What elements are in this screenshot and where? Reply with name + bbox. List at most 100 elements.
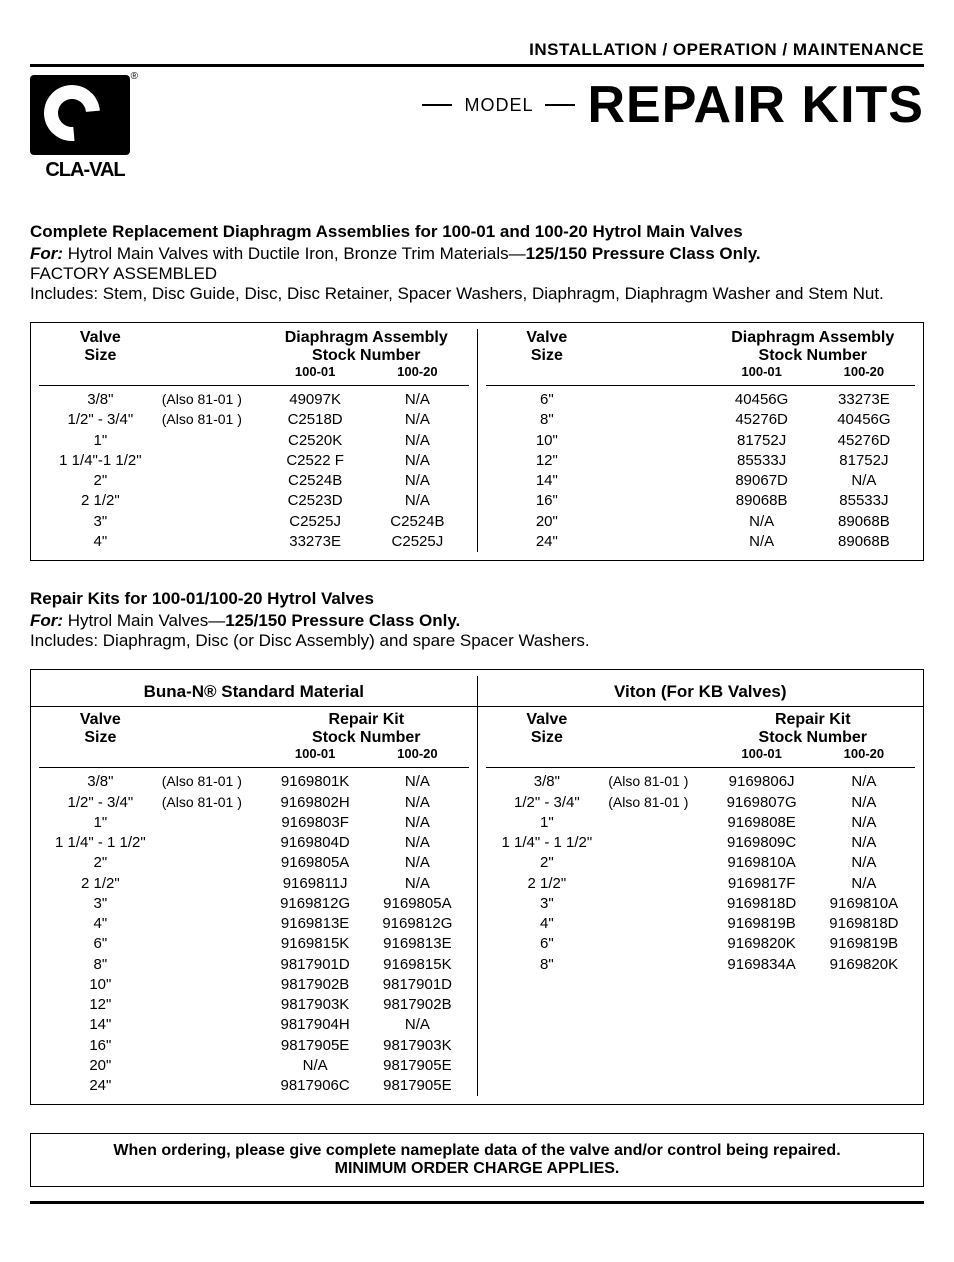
cell-note: [162, 853, 264, 873]
table-row: 14"89067DN/A: [486, 471, 916, 491]
cell-note: [608, 833, 710, 853]
col-valve: ValveSize: [39, 711, 162, 746]
cell-10020: N/A: [366, 793, 468, 813]
cell-note: [162, 1015, 264, 1035]
cell-note: [162, 934, 264, 954]
cell-note: [162, 1076, 264, 1096]
cell-10001: 9169807G: [710, 793, 812, 813]
cell-10020: 9169805A: [366, 894, 468, 914]
section1-heading: Complete Replacement Diaphragm Assemblie…: [30, 222, 924, 242]
cell-size: 1/2" - 3/4": [39, 793, 162, 813]
table-row: 14"9817904HN/A: [39, 1015, 469, 1035]
table-row: 1/2" - 3/4"(Also 81-01 )9169807GN/A: [486, 793, 916, 813]
table-row: 16"9817905E9817903K: [39, 1036, 469, 1056]
table-row: 3"9169818D9169810A: [486, 894, 916, 914]
cell-note: [608, 471, 710, 491]
cell-10020: 9169819B: [813, 934, 915, 954]
order-note: When ordering, please give complete name…: [30, 1133, 924, 1187]
cell-size: 4": [39, 532, 162, 552]
cell-note: [608, 532, 710, 552]
cell-10020: N/A: [366, 772, 468, 792]
cell-note: [608, 914, 710, 934]
cell-note: [608, 410, 710, 430]
cell-note: [162, 532, 264, 552]
cell-10001: 33273E: [264, 532, 366, 552]
cell-10001: 81752J: [710, 431, 812, 451]
cell-size: 1": [486, 813, 609, 833]
material-right: Viton (For KB Valves): [478, 676, 924, 706]
cell-size: 10": [39, 975, 162, 995]
for-label: For:: [30, 611, 63, 630]
cell-10001: 49097K: [264, 390, 366, 410]
cell-10020: 9169813E: [366, 934, 468, 954]
for-label: For:: [30, 244, 63, 263]
cell-10001: 9169811J: [264, 874, 366, 894]
cell-size: 16": [486, 491, 609, 511]
table-row: 1"C2520KN/A: [39, 431, 469, 451]
col-valve: ValveSize: [486, 329, 609, 364]
cell-note: [162, 914, 264, 934]
cell-10020: 81752J: [813, 451, 915, 471]
cell-10001: C2524B: [264, 471, 366, 491]
cell-10001: 9169813E: [264, 914, 366, 934]
logo: ® CLA-VAL: [30, 75, 140, 182]
cell-10020: N/A: [366, 853, 468, 873]
cell-size: 3": [39, 512, 162, 532]
cell-size: 14": [486, 471, 609, 491]
cell-10001: 40456G: [710, 390, 812, 410]
cell-10001: C2522 F: [264, 451, 366, 471]
cell-note: (Also 81-01 ): [162, 793, 264, 813]
table-row: 10"9817902B9817901D: [39, 975, 469, 995]
cell-10001: 9169817F: [710, 874, 812, 894]
cell-10020: 33273E: [813, 390, 915, 410]
cell-note: [608, 955, 710, 975]
cell-size: 12": [39, 995, 162, 1015]
cell-10020: N/A: [366, 1015, 468, 1035]
cell-size: 4": [486, 914, 609, 934]
cell-10001: 9169812G: [264, 894, 366, 914]
table-row: 1 1/4" - 1 1/2"9169809CN/A: [486, 833, 916, 853]
cell-size: 1/2" - 3/4": [486, 793, 609, 813]
cell-10001: 9169805A: [264, 853, 366, 873]
cell-10020: 9817905E: [366, 1076, 468, 1096]
cell-size: 1 1/4"-1 1/2": [39, 451, 162, 471]
section1-includes: Includes: Stem, Disc Guide, Disc, Disc R…: [30, 284, 924, 304]
cell-size: 6": [486, 934, 609, 954]
cell-note: [608, 874, 710, 894]
model-label: MODEL: [464, 95, 533, 116]
cell-10020: 9817903K: [366, 1036, 468, 1056]
cell-note: [162, 975, 264, 995]
cell-10020: 9817905E: [366, 1056, 468, 1076]
cell-10001: 89067D: [710, 471, 812, 491]
table-row: 2 1/2"9169811JN/A: [39, 874, 469, 894]
table1: ValveSize Diaphragm AssemblyStock Number…: [30, 322, 924, 561]
dash-icon: [545, 104, 575, 106]
table-row: 12"9817903K9817902B: [39, 995, 469, 1015]
logo-mark: ®: [30, 75, 130, 155]
cell-10020: C2525J: [366, 532, 468, 552]
cell-10001: 45276D: [710, 410, 812, 430]
cell-10001: 85533J: [710, 451, 812, 471]
cell-note: (Also 81-01 ): [162, 410, 264, 430]
cell-10001: 9169809C: [710, 833, 812, 853]
cell-size: 3": [486, 894, 609, 914]
cell-10020: N/A: [813, 874, 915, 894]
cell-10020: 85533J: [813, 491, 915, 511]
cell-10020: N/A: [813, 853, 915, 873]
cell-10020: N/A: [813, 813, 915, 833]
cell-10020: N/A: [813, 793, 915, 813]
cell-note: [162, 955, 264, 975]
sub-10020: 100-20: [813, 364, 915, 379]
cell-10020: 40456G: [813, 410, 915, 430]
cell-10001: 9169820K: [710, 934, 812, 954]
cell-10001: C2518D: [264, 410, 366, 430]
cell-note: [162, 833, 264, 853]
for-bold: 125/150 Pressure Class Only.: [225, 611, 460, 630]
table-row: 8"9169834A9169820K: [486, 955, 916, 975]
cell-size: 3/8": [39, 390, 162, 410]
cell-10001: 9169818D: [710, 894, 812, 914]
cell-size: 24": [486, 532, 609, 552]
cell-size: 3": [39, 894, 162, 914]
cell-size: 6": [486, 390, 609, 410]
table2-left: ValveSize Repair KitStock Number 100-01 …: [31, 707, 477, 1096]
